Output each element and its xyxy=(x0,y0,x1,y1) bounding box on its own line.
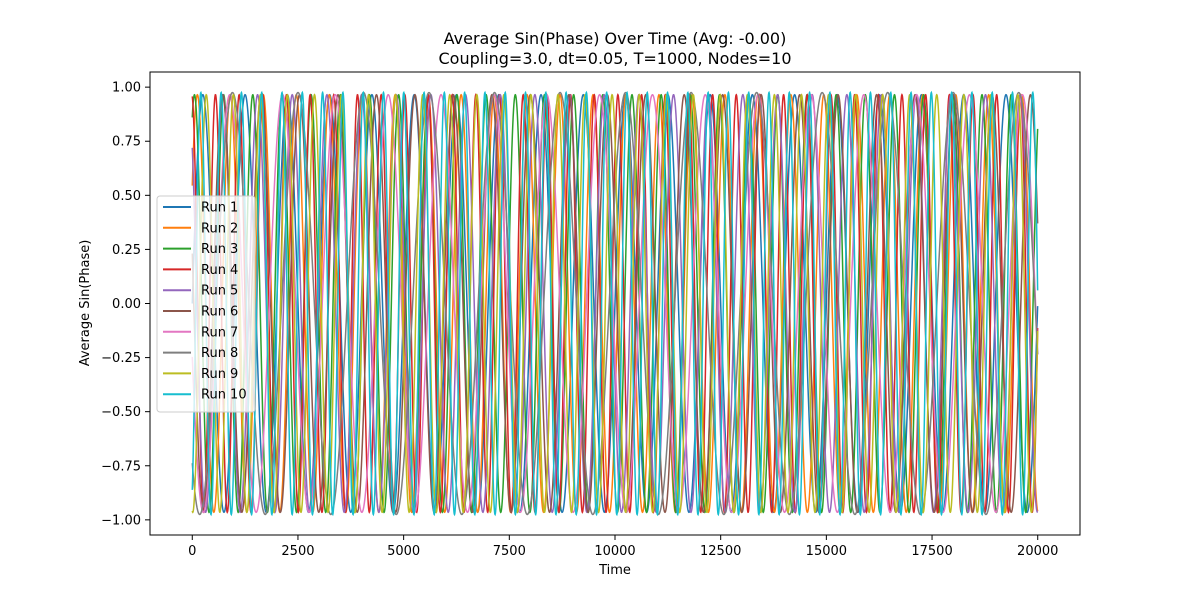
legend-label-run-9: Run 9 xyxy=(201,367,238,382)
y-tick-label: 0.50 xyxy=(112,189,141,204)
x-tick-label: 0 xyxy=(188,544,196,559)
x-axis: 0 2500 5000 7500 10000 12500 15000 17500 20000 xyxy=(188,535,1058,559)
legend-label-run-5: Run 5 xyxy=(201,284,238,299)
chart-title: Average Sin(Phase) Over Time (Avg: -0.00… xyxy=(444,29,787,48)
chart-subtitle: Coupling=3.0, dt=0.05, T=1000, Nodes=10 xyxy=(438,49,791,68)
y-tick-label: 0.00 xyxy=(112,297,141,312)
x-tick-label: 15000 xyxy=(806,544,847,559)
x-tick-label: 5000 xyxy=(387,544,420,559)
legend-label-run-1: Run 1 xyxy=(201,201,238,216)
x-tick-label: 10000 xyxy=(594,544,635,559)
y-tick-label: −0.25 xyxy=(101,351,141,366)
y-tick-label: 1.00 xyxy=(112,81,141,96)
x-tick-label: 2500 xyxy=(281,544,314,559)
x-axis-label: Time xyxy=(598,563,631,578)
legend-label-run-3: Run 3 xyxy=(201,242,238,257)
legend: Run 1 Run 2 Run 3 Run 4 Run 5 Run 6 Run 7 Run 8… xyxy=(156,195,256,413)
y-tick-label: −0.75 xyxy=(101,459,141,474)
series-line-run-7 xyxy=(191,93,1039,514)
y-tick-label: 0.75 xyxy=(112,135,141,150)
legend-label-run-6: Run 6 xyxy=(201,305,238,320)
x-tick-label: 20000 xyxy=(1017,544,1058,559)
legend-box xyxy=(156,195,256,413)
y-axis-label: Average Sin(Phase) xyxy=(78,240,93,367)
series-line-run-1 xyxy=(191,93,1039,514)
legend-label-run-4: Run 4 xyxy=(201,263,238,278)
legend-label-run-2: Run 2 xyxy=(201,221,238,236)
y-tick-label: −1.00 xyxy=(101,513,141,528)
series-line-run-10 xyxy=(191,90,1039,517)
legend-label-run-10: Run 10 xyxy=(201,388,247,403)
x-tick-label: 17500 xyxy=(911,544,952,559)
legend-label-run-7: Run 7 xyxy=(201,325,238,340)
series-line-run-5 xyxy=(191,93,1039,514)
y-tick-label: 0.25 xyxy=(112,243,141,258)
y-tick-label: −0.50 xyxy=(101,405,141,420)
legend-label-run-8: Run 8 xyxy=(201,346,238,361)
y-axis: −1.00 −0.75 −0.50 −0.25 0.00 0.25 0.50 0.75 1.00 xyxy=(101,81,150,528)
x-tick-label: 7500 xyxy=(493,544,526,559)
series-layer xyxy=(191,90,1039,517)
series-line-run-9 xyxy=(191,93,1039,514)
x-tick-label: 12500 xyxy=(700,544,741,559)
